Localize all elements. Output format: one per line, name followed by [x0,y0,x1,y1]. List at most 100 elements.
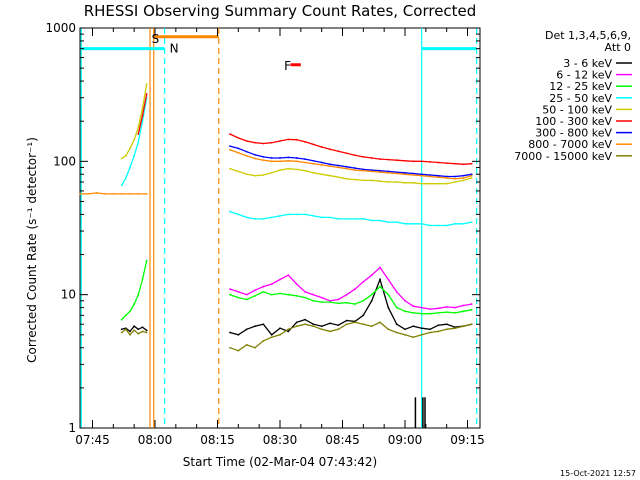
data-point [379,278,381,281]
data-point [354,218,356,220]
data-point [395,172,398,175]
legend-title-line-1: Det 1,3,4,5,6,9, [545,29,631,42]
data-point [420,306,423,309]
series-line [229,133,472,165]
data-point [245,173,248,176]
data-point [387,306,390,309]
data-point [229,133,231,136]
data-point [79,192,81,195]
data-point [470,162,473,165]
legend-label: 7000 - 15000 keV [514,150,612,163]
data-point [245,216,248,219]
data-point [429,175,431,178]
data-point [120,192,123,195]
data-point [420,182,423,185]
data-point [329,216,331,219]
data-point [404,333,406,336]
data-point [395,290,398,293]
data-point [337,302,340,305]
series-line [229,277,472,336]
data-point [295,160,298,163]
data-point [454,306,456,309]
data-point [337,328,340,331]
data-point [379,219,381,222]
series-line [229,285,472,315]
data-point [379,158,381,160]
plot-area: SN F [79,27,481,429]
series-line [229,266,472,310]
data-point [329,322,331,325]
data-point [129,310,131,313]
data-point [262,159,265,162]
timestamp: 15-Oct-2021 12:57 [560,469,636,478]
data-point [454,162,456,165]
data-point [262,142,265,145]
data-point [270,216,273,219]
data-point [445,175,448,178]
data-point [287,274,290,277]
data-point [345,152,348,155]
data-point [124,328,127,331]
data-point [295,321,298,324]
data-point [254,174,256,177]
data-point [404,310,406,313]
data-point [354,321,356,324]
data-point [462,177,465,179]
data-point [229,288,231,291]
y-tick-label: 10 [61,288,76,302]
data-point [420,160,423,163]
data-point [454,327,456,330]
data-point [404,328,406,331]
data-point [370,170,373,173]
data-point [337,298,340,301]
data-point [229,293,231,296]
flag-label: F [284,59,291,73]
data-point [145,93,148,95]
data-point [129,330,131,333]
data-point [129,333,131,336]
data-point [395,306,398,309]
data-point [404,299,406,302]
data-point [445,224,448,227]
data-point [237,170,240,173]
data-point [362,168,365,171]
data-point [395,323,398,326]
data-point [345,165,348,168]
data-point [270,336,273,339]
data-point [462,174,465,177]
x-tick-label: 07:45 [75,433,110,447]
data-point [337,324,340,327]
data-point [254,346,256,349]
data-point [270,283,273,286]
data-point [345,319,348,322]
data-point [354,303,356,305]
series-12-25-kev [120,259,473,321]
data-point [379,180,381,183]
data-point [279,333,281,336]
data-point [304,290,306,293]
data-point [345,301,348,304]
series-7000-15000-kev [120,321,473,352]
data-point [470,177,473,179]
data-point [254,294,256,297]
data-point [370,293,373,296]
data-point [229,145,231,148]
data-point [304,158,306,160]
series-line [229,321,472,352]
data-point [470,221,473,224]
data-point [329,165,331,168]
flag-label: N [170,42,179,56]
data-point [395,159,398,162]
data-point [379,171,381,174]
data-point [445,305,448,308]
data-point [429,182,431,185]
data-point [429,308,431,310]
data-point [133,138,136,141]
data-point [312,162,315,165]
data-point [304,323,306,326]
data-point [237,349,240,352]
data-point [420,333,423,336]
data-point [437,182,440,185]
